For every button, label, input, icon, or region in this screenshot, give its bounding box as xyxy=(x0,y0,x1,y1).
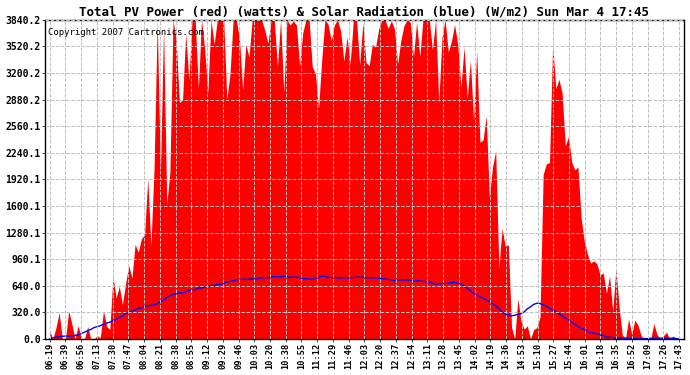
Title: Total PV Power (red) (watts) & Solar Radiation (blue) (W/m2) Sun Mar 4 17:45: Total PV Power (red) (watts) & Solar Rad… xyxy=(79,6,649,18)
Text: Copyright 2007 Cartronics.com: Copyright 2007 Cartronics.com xyxy=(48,28,204,37)
